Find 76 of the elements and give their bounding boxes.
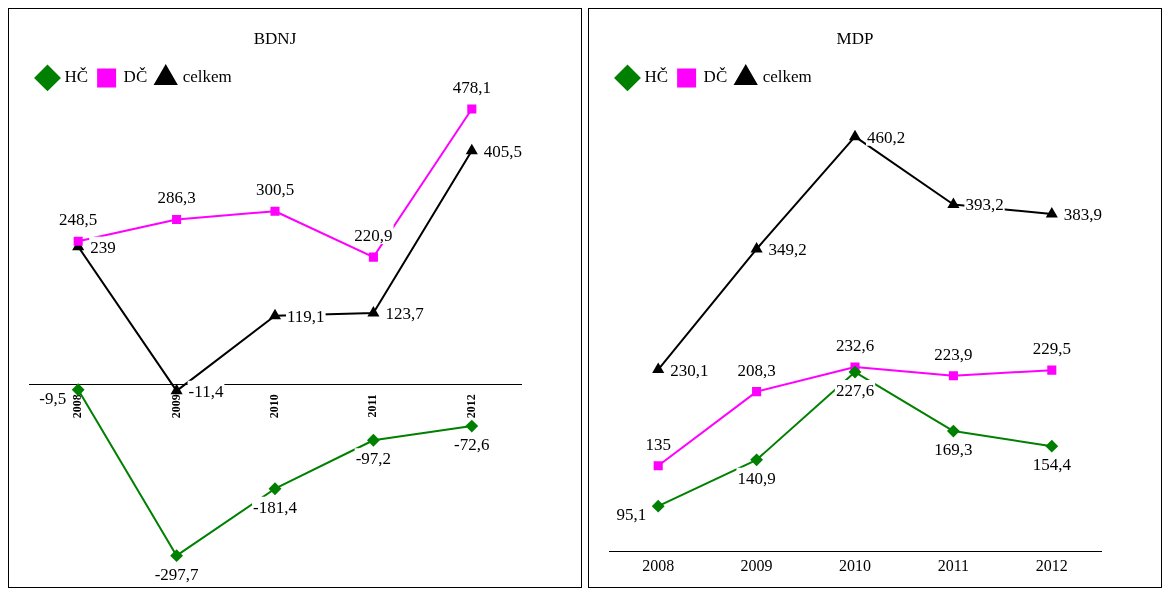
point	[465, 420, 478, 433]
data-label: -9,5	[39, 388, 67, 408]
point	[368, 252, 378, 262]
point	[269, 482, 281, 495]
data-label: 220,9	[354, 226, 393, 246]
data-label: 123,7	[385, 304, 425, 324]
data-label: 232,6	[835, 336, 875, 356]
data-label: -181,4	[253, 497, 298, 517]
data-label: -72,6	[454, 435, 490, 455]
point	[269, 309, 281, 320]
data-label: 478,1	[452, 78, 491, 98]
data-label: 229,5	[1032, 339, 1071, 359]
point	[367, 434, 380, 447]
point	[172, 214, 182, 224]
point	[270, 206, 280, 216]
data-label: 169,3	[934, 440, 973, 460]
data-label: -297,7	[154, 564, 200, 584]
point	[1045, 440, 1058, 453]
point	[467, 104, 477, 114]
point	[652, 500, 665, 513]
x-tick-label: 2011	[937, 556, 970, 574]
point	[947, 425, 960, 438]
point	[652, 363, 664, 374]
data-label: 119,1	[287, 306, 325, 326]
data-label: 208,3	[737, 360, 776, 380]
data-label: 135	[645, 434, 671, 454]
point	[751, 243, 762, 253]
data-label: 349,2	[768, 240, 807, 260]
legend-label: celkem	[762, 67, 812, 87]
legend-label: HČ	[64, 67, 89, 87]
point	[653, 461, 663, 471]
chart-title: BDNJ	[253, 28, 297, 48]
data-label: 95,1	[616, 505, 647, 525]
point	[170, 549, 183, 562]
data-label: -11,4	[188, 381, 224, 401]
x-tick-label: 2010	[839, 556, 871, 574]
data-label: -97,2	[355, 449, 392, 469]
data-label: 140,9	[737, 468, 776, 488]
x-tick-label: 2009	[168, 394, 183, 419]
data-label: 300,5	[255, 180, 295, 200]
data-label: 154,4	[1032, 455, 1072, 475]
point	[750, 453, 763, 466]
point	[849, 130, 861, 141]
point	[466, 144, 478, 155]
legend-label: HČ	[644, 67, 669, 87]
x-tick-label: 2011	[365, 394, 380, 418]
x-tick-label: 2012	[1035, 556, 1068, 574]
x-tick-label: 2012	[463, 394, 478, 419]
legend-label: celkem	[182, 67, 232, 87]
point	[368, 307, 379, 317]
x-tick-label: 2009	[740, 556, 773, 574]
data-label: 227,6	[835, 381, 875, 401]
x-tick-label: 2008	[642, 556, 675, 574]
point	[72, 383, 85, 396]
point	[171, 384, 182, 395]
data-label: 393,2	[965, 195, 1004, 215]
data-label: 383,9	[1063, 204, 1103, 224]
point	[948, 371, 958, 381]
data-label: 239	[90, 237, 116, 257]
legend-label: DČ	[123, 67, 148, 87]
point	[849, 366, 861, 379]
point	[1046, 207, 1058, 218]
point	[73, 236, 83, 246]
data-label: 405,5	[483, 141, 523, 161]
data-label: 286,3	[157, 188, 196, 208]
legend-label: DČ	[703, 67, 728, 87]
data-label: 460,2	[867, 127, 906, 147]
x-tick-label: 2008	[70, 394, 85, 419]
point	[752, 387, 762, 397]
data-label: 248,5	[59, 210, 98, 230]
chart-title: MDP	[836, 28, 874, 48]
x-tick-label: 2010	[267, 394, 282, 419]
point	[1047, 365, 1057, 375]
data-label: 230,1	[670, 360, 709, 380]
point	[948, 198, 959, 208]
data-label: 223,9	[934, 344, 973, 364]
